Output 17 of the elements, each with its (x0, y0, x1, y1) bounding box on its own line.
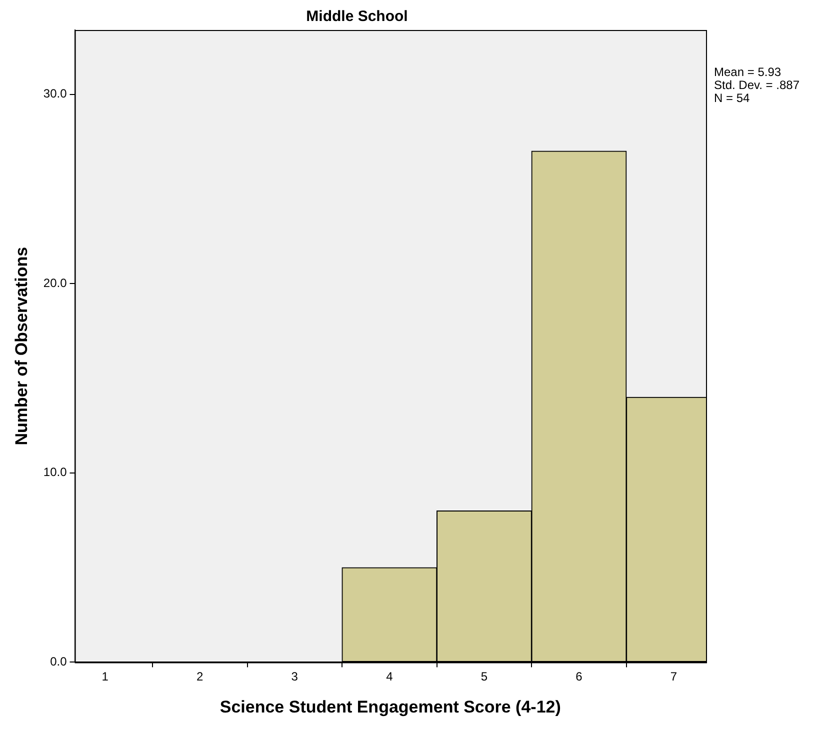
x-tick-label: 1 (102, 670, 109, 684)
x-tick-label: 2 (196, 670, 204, 684)
text: Std. Dev. = .887 (714, 78, 800, 92)
y-axis-title: Number of Observations (12, 246, 31, 446)
x-tick-label: 6 (576, 670, 583, 684)
y-tick-label: 10.0 (43, 465, 68, 480)
x-tick-label: 5 (480, 670, 488, 684)
y-tick-label: 30.0 (43, 86, 68, 101)
x-tick-label: 4 (386, 670, 394, 684)
text: Mean = 5.93 (714, 65, 782, 79)
x-tick-label: 3 (291, 670, 298, 684)
x-axis-title: Science Student Engagement Score (4-12) (220, 697, 561, 716)
chart-title: Middle School (306, 8, 408, 26)
y-tick-label: 20.0 (43, 276, 68, 290)
y-tick-label: 0.0 (50, 654, 68, 669)
x-tick-label: 7 (670, 670, 678, 684)
text: N = 54 (714, 91, 751, 105)
